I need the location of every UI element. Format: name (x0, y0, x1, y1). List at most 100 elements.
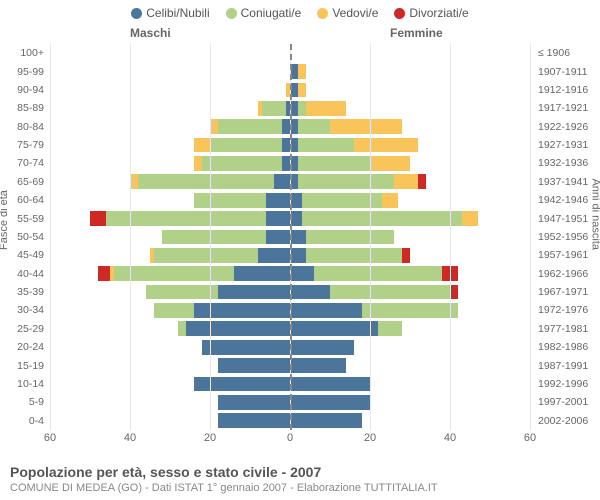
seg-celibi (282, 119, 290, 134)
y-right-tick: 1937-1941 (534, 173, 600, 191)
legend-swatch (131, 8, 142, 19)
seg-coniugati (330, 285, 450, 300)
bar-male (50, 156, 290, 171)
bar-male (50, 340, 290, 355)
x-tick: 60 (524, 432, 536, 444)
y-right-tick: 1997-2001 (534, 393, 600, 411)
y-left-tick: 70-74 (0, 154, 48, 172)
bar-male (50, 138, 290, 153)
bar-female (290, 303, 530, 318)
bar-female (290, 156, 530, 171)
gender-female-label: Femmine (390, 26, 443, 40)
seg-vedovi (394, 174, 418, 189)
legend: Celibi/NubiliConiugati/eVedovi/eDivorzia… (0, 0, 600, 20)
legend-swatch (226, 8, 237, 19)
seg-celibi (266, 230, 290, 245)
seg-celibi (218, 358, 290, 373)
seg-vedovi (462, 211, 478, 226)
seg-celibi (258, 248, 290, 263)
chart-subtitle: COMUNE DI MEDEA (GO) - Dati ISTAT 1° gen… (10, 482, 590, 494)
bar-female (290, 358, 530, 373)
bar-female (290, 174, 530, 189)
grid-line (530, 44, 531, 430)
seg-celibi (290, 230, 306, 245)
bar-male (50, 119, 290, 134)
seg-divorziati (98, 266, 110, 281)
y-right-tick: 1907-1911 (534, 62, 600, 80)
y-right-tick: 1922-1926 (534, 118, 600, 136)
seg-coniugati (298, 174, 394, 189)
y-right-tick: 1942-1946 (534, 191, 600, 209)
seg-celibi (186, 321, 290, 336)
seg-celibi (290, 377, 370, 392)
seg-celibi (290, 266, 314, 281)
seg-coniugati (306, 230, 394, 245)
bar-female (290, 340, 530, 355)
seg-coniugati (218, 119, 282, 134)
seg-celibi (218, 285, 290, 300)
bar-female (290, 46, 530, 61)
seg-celibi (202, 340, 290, 355)
legend-label: Coniugati/e (241, 6, 302, 20)
bar-female (290, 119, 530, 134)
grid-line (210, 44, 211, 430)
grid-line (370, 44, 371, 430)
bar-male (50, 377, 290, 392)
seg-coniugati (146, 285, 218, 300)
y-left-tick: 0-4 (0, 412, 48, 430)
bar-male (50, 64, 290, 79)
seg-coniugati (298, 138, 354, 153)
bar-male (50, 321, 290, 336)
seg-vedovi (354, 138, 418, 153)
x-tick: 40 (444, 432, 456, 444)
seg-divorziati (450, 285, 458, 300)
y-right-tick: 1962-1966 (534, 265, 600, 283)
seg-coniugati (154, 248, 258, 263)
y-left-tick: 10-14 (0, 375, 48, 393)
bar-male (50, 46, 290, 61)
legend-item-coniugati: Coniugati/e (226, 6, 302, 20)
chart-container: Celibi/NubiliConiugati/eVedovi/eDivorzia… (0, 0, 600, 500)
seg-coniugati (298, 101, 306, 116)
seg-coniugati (154, 303, 194, 318)
y-left-tick: 45-49 (0, 246, 48, 264)
seg-celibi (194, 303, 290, 318)
y-left-tick: 55-59 (0, 209, 48, 227)
seg-vedovi (382, 193, 398, 208)
bar-female (290, 413, 530, 428)
bar-male (50, 193, 290, 208)
seg-vedovi (298, 64, 306, 79)
footer: Popolazione per età, sesso e stato civil… (10, 464, 590, 494)
seg-vedovi (194, 138, 210, 153)
x-axis: 6040200204060 (50, 432, 530, 448)
bar-female (290, 321, 530, 336)
seg-coniugati (362, 303, 458, 318)
seg-vedovi (194, 156, 202, 171)
bar-female (290, 211, 530, 226)
y-left-tick: 35-39 (0, 283, 48, 301)
y-left-tick: 40-44 (0, 265, 48, 283)
seg-coniugati (114, 266, 234, 281)
legend-swatch (394, 8, 405, 19)
y-left-tick: 85-89 (0, 99, 48, 117)
y-right-tick: 1927-1931 (534, 136, 600, 154)
y-left-tick: 65-69 (0, 173, 48, 191)
legend-item-divorziati: Divorziati/e (394, 6, 468, 20)
seg-coniugati (306, 248, 402, 263)
seg-coniugati (178, 321, 186, 336)
y-right-tick: 1912-1916 (534, 81, 600, 99)
seg-celibi (218, 395, 290, 410)
seg-vedovi (306, 101, 346, 116)
y-right-tick: 1967-1971 (534, 283, 600, 301)
y-left-tick: 90-94 (0, 81, 48, 99)
seg-celibi (290, 285, 330, 300)
y-left-tick: 100+ (0, 44, 48, 62)
seg-celibi (290, 321, 378, 336)
seg-coniugati (314, 266, 442, 281)
x-tick: 40 (124, 432, 136, 444)
x-tick: 60 (44, 432, 56, 444)
seg-celibi (290, 303, 362, 318)
seg-celibi (290, 340, 354, 355)
bar-male (50, 303, 290, 318)
center-dashed-line (290, 44, 292, 430)
